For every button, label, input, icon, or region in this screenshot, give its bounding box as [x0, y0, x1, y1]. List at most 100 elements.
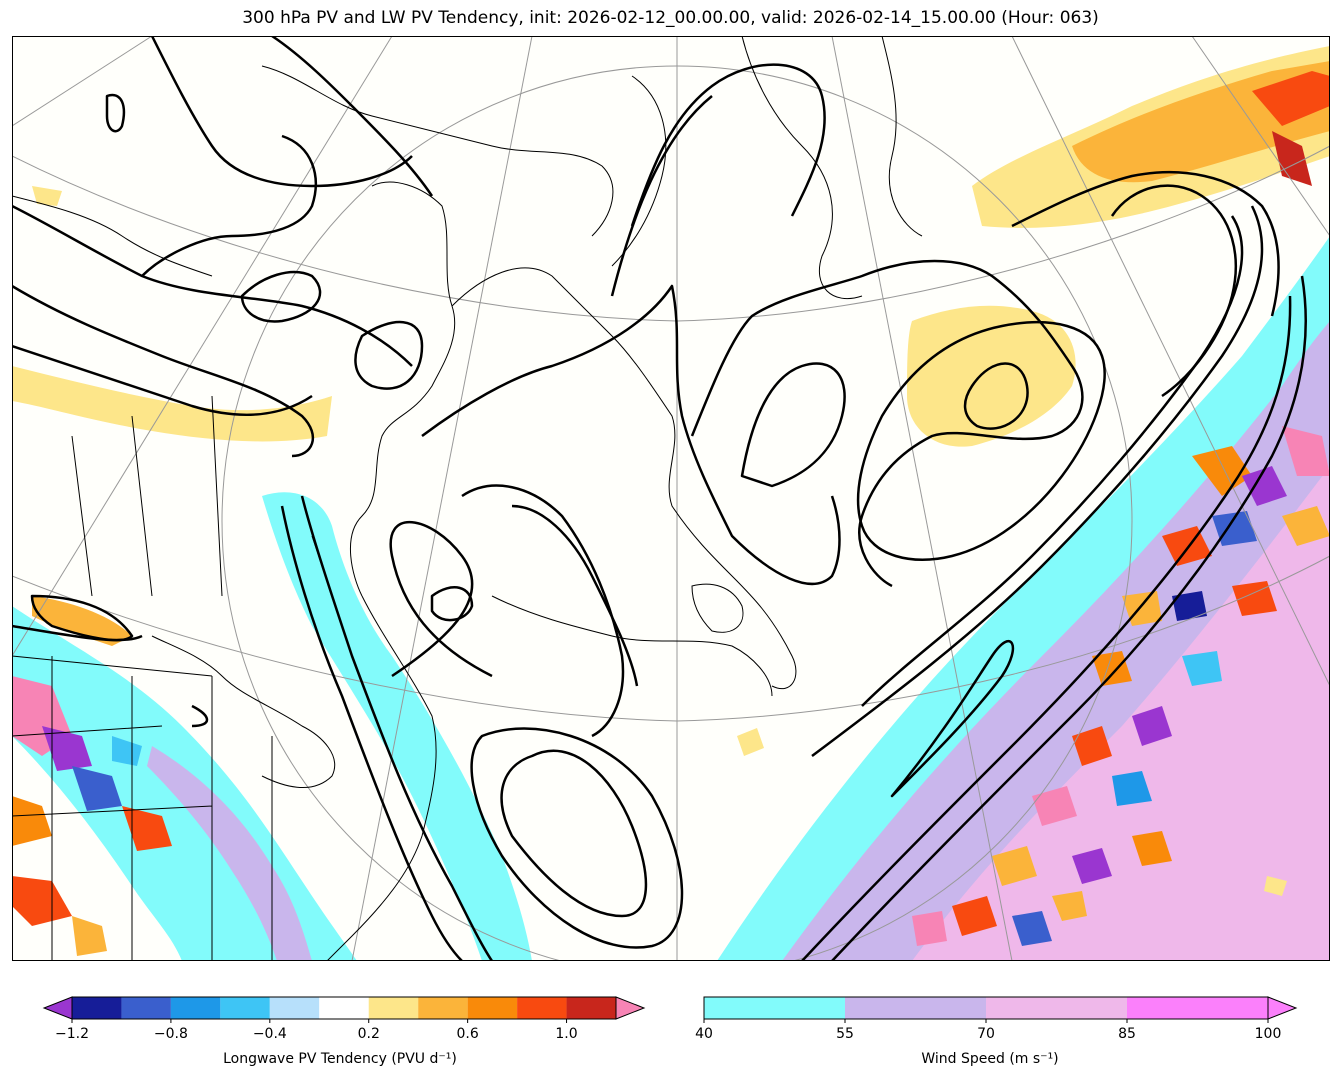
pv-colorbar-cell-0	[72, 997, 122, 1019]
pv-tendency-west-cluster-5	[122, 806, 172, 851]
pv-contour-northwest-2	[12, 284, 314, 458]
pv-contour-trough-2	[461, 484, 625, 738]
pv-colorbar-cell-8	[467, 997, 518, 1019]
pv-contour-jet-3	[811, 205, 1264, 757]
pv-tendency-east-cluster-12	[1112, 771, 1152, 806]
pv-tendency-positive-northeast-spot	[1272, 131, 1312, 186]
pv-colorbar-tick-label: −0.4	[252, 1026, 287, 1042]
pv-tendency-positive-prairie	[12, 366, 332, 442]
wind-colorbar-cell-2	[986, 997, 1127, 1019]
pv-contour-northwest-3	[12, 344, 313, 416]
pv-contour-northeast-outer	[1011, 171, 1280, 317]
pv-tendency-east-cluster-22	[1172, 591, 1207, 621]
pv-colorbar-cell-7	[418, 997, 468, 1019]
map-panel	[12, 36, 1330, 961]
coastline-east-us	[326, 595, 437, 961]
pv-tendency-east-cluster-19	[1232, 581, 1277, 616]
pv-colorbar-cell-4	[269, 997, 320, 1019]
pv-tendency-east-cluster-3	[1282, 426, 1330, 476]
coastline-baffin	[611, 75, 667, 267]
pv-tendency-east-cluster-13	[992, 846, 1037, 886]
pv-tendency-east-cluster-7	[1092, 651, 1132, 686]
meridian-7	[1191, 36, 1330, 237]
pv-tendency-west-cluster-3	[72, 766, 122, 811]
pv-colorbar-tick-label: −0.8	[153, 1026, 188, 1042]
pv-tendency-west-cluster-8	[112, 736, 142, 766]
province-boundaries	[71, 395, 333, 597]
pv-colorbar-tick-label: 1.0	[555, 1026, 578, 1042]
pv-tendency-east-cluster-21	[912, 911, 947, 946]
pv-contour-quebec-loop	[430, 586, 474, 622]
pv-tendency-positive-small-1	[737, 728, 764, 756]
pv-tendency-west-cluster-6	[12, 876, 72, 926]
wind-colorbar-cell-3	[1127, 997, 1268, 1019]
pv-colorbar-over-triangle	[615, 996, 646, 1020]
coastline-labrador	[451, 267, 797, 690]
pv-colorbar-cell-10	[566, 997, 616, 1019]
coastline-arctic-islands	[261, 65, 614, 237]
pv-colorbar-cell-9	[517, 997, 567, 1019]
wind-colorbar-cell-1	[845, 997, 986, 1019]
pv-tendency-east-cluster-8	[1132, 706, 1172, 746]
coastline-hudson-bay	[349, 181, 456, 597]
coastline-quebec-south	[491, 595, 773, 697]
pv-tendency-positive-small-3	[32, 186, 62, 206]
pv-contour-atlantic-loop	[963, 362, 1029, 430]
pv-tendency-east-cluster-20	[1282, 506, 1330, 546]
pv-tendency-west-cluster-7	[72, 916, 107, 956]
pv-contour-hudson-loop	[354, 320, 424, 390]
pv-tendency-east-cluster-9	[1072, 726, 1112, 766]
pv-colorbar-tick-label: 0.2	[357, 1026, 380, 1042]
pv-contour-north-ridge-2	[610, 95, 713, 297]
pv-tendency-east-cluster-15	[1132, 831, 1172, 866]
wind-speed-colorbar-label: Wind Speed (m s⁻¹)	[921, 1051, 1059, 1067]
wind-speed-colorbar	[703, 996, 1298, 1023]
pv-tendency-east-cluster-5	[1212, 511, 1257, 546]
pv-tendency-east-cluster-2	[1242, 466, 1287, 506]
pv-tendency-colorbar	[42, 996, 646, 1023]
pv-tendency-west-positive-1	[32, 596, 132, 646]
pv-contour-hudson-upper	[240, 270, 322, 323]
pv-colorbar-cell-1	[121, 997, 171, 1019]
wind-speed-shading-continental-jet	[12, 492, 532, 961]
pv-colorbar-cell-5	[319, 997, 369, 1019]
pv-colorbar-cell-2	[170, 997, 221, 1019]
wind-speed-shading-atlantic-jet	[717, 236, 1330, 961]
pv-contour-west-outer	[12, 624, 143, 642]
coastline-northwest	[12, 195, 213, 277]
pv-contour-north-loop-2	[271, 36, 434, 197]
pv-colorbar-tick-label: −1.2	[55, 1026, 89, 1042]
pv-contour-northwest-1	[12, 204, 413, 367]
pv-contour-jet-1	[861, 215, 1244, 707]
pv-contour-main-ridge	[421, 284, 841, 586]
pv-contour-loop-outer-south	[470, 727, 684, 949]
meridian-2	[351, 36, 533, 961]
pv-tendency-west-cluster-2	[42, 726, 92, 771]
wind-55-band-west	[147, 746, 312, 961]
pv-contour-atlantic-ridge	[856, 321, 1106, 561]
pv-tendency-east-cluster-14	[1072, 848, 1112, 884]
pv-tendency-shading	[12, 46, 1330, 956]
pv-contour-central-trough	[690, 259, 1084, 588]
pv-contour-jet-5	[831, 275, 1307, 961]
state-boundaries-west	[12, 655, 273, 961]
meridian-4	[12, 36, 153, 127]
pv-contour-northern-small	[105, 93, 126, 133]
wind-colorbar-tick-label: 100	[1254, 1026, 1282, 1042]
pv-contour-north-ridge	[630, 63, 826, 227]
pv-colorbar-cell-6	[368, 997, 419, 1019]
pv-tendency-colorbar-label: Longwave PV Tendency (PVU d⁻¹)	[223, 1051, 457, 1067]
wind-70-band	[912, 466, 1330, 961]
pv-contour-central-trough-inner	[740, 362, 846, 488]
pv-tendency-west-cluster-4	[12, 796, 52, 846]
pv-tendency-east-cluster-17	[1012, 911, 1052, 946]
pv-contour-northeast-trough	[1110, 184, 1237, 398]
meridian-6	[1011, 36, 1330, 687]
pv-tendency-positive-northeast-peak	[1252, 71, 1330, 126]
pv-tendency-east-cluster-18	[1052, 891, 1087, 921]
coastline-great-lakes	[151, 635, 336, 789]
wind-colorbar-tick-label: 55	[836, 1026, 854, 1042]
pv-contour-west-trough-2	[280, 505, 463, 961]
figure-title: 300 hPa PV and LW PV Tendency, init: 202…	[242, 8, 1099, 28]
pv-contour-northwest-4	[141, 134, 317, 277]
